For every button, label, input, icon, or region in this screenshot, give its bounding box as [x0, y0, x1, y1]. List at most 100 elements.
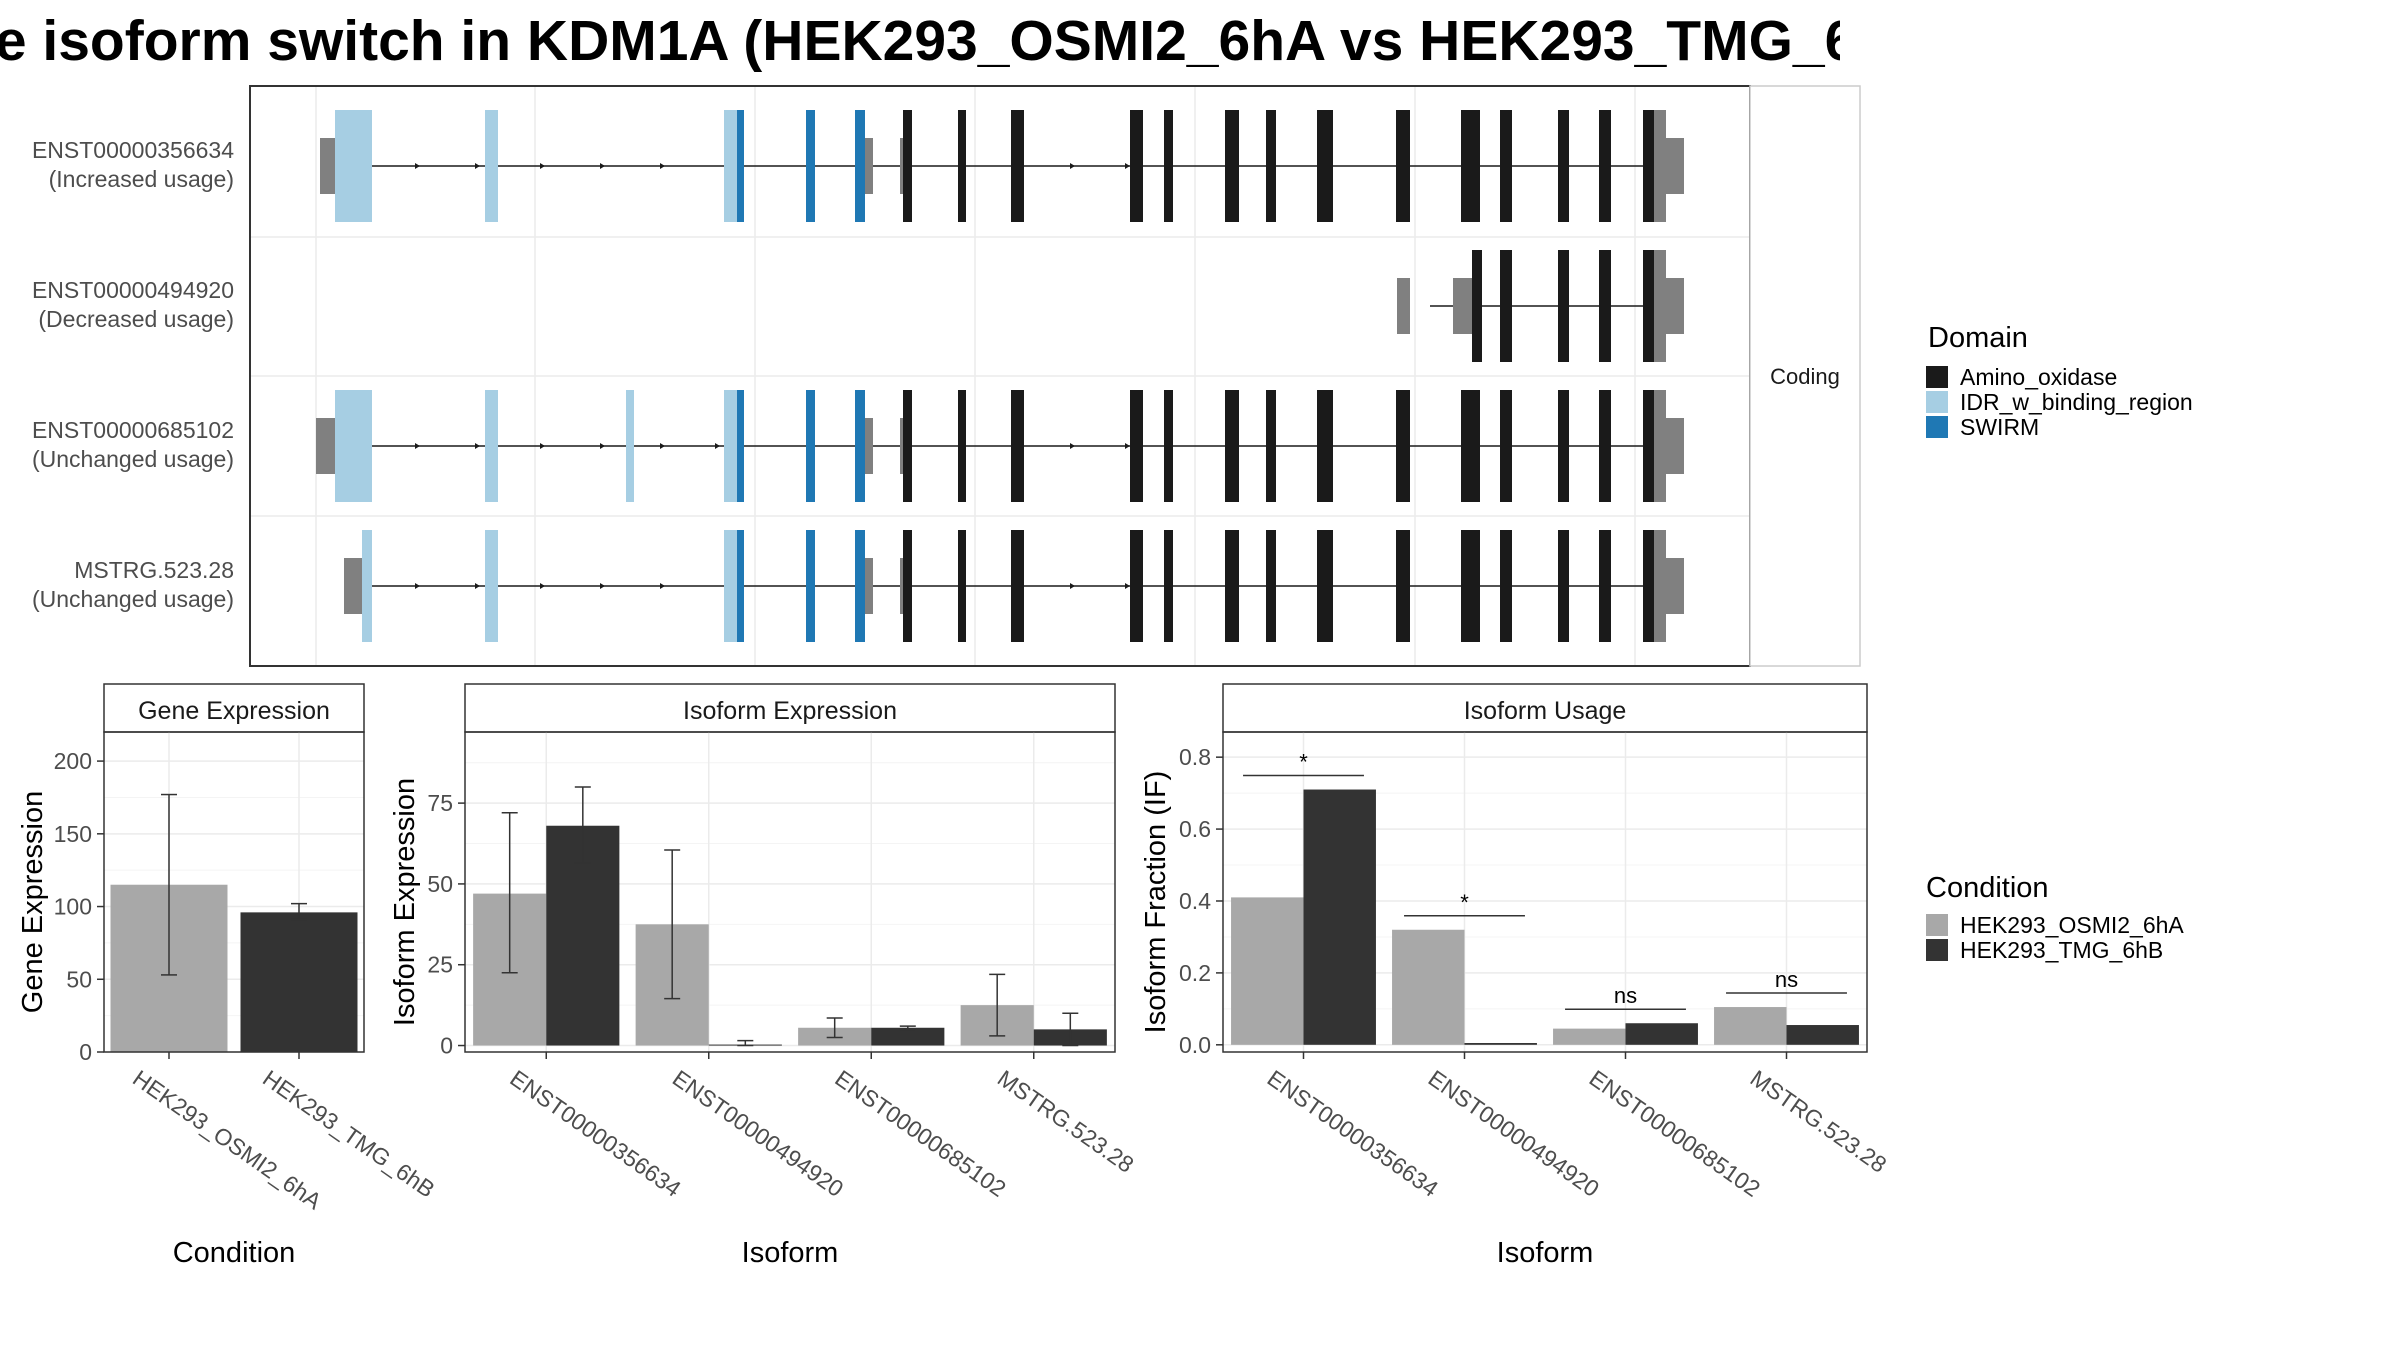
- panel-title: Isoform Expression: [683, 697, 897, 725]
- transcript-id: ENST00000494920: [32, 277, 234, 303]
- utr-block: [344, 558, 362, 614]
- utr-block: [900, 138, 903, 194]
- utr-block: [1666, 138, 1684, 194]
- exon-amino-oxidase: [1317, 530, 1333, 642]
- direction-arrow: [660, 443, 665, 449]
- exon-amino-oxidase: [1500, 250, 1512, 362]
- transcript-id: ENST00000685102: [32, 417, 234, 443]
- exon-idr_w_binding_region: [362, 530, 372, 642]
- exon-amino-oxidase: [1500, 390, 1512, 502]
- exon-amino-oxidase: [1461, 530, 1480, 642]
- direction-arrow: [600, 583, 605, 589]
- direction-arrow: [415, 583, 420, 589]
- y-axis-label: Isoform Expression: [389, 778, 421, 1026]
- utr-block: [865, 138, 873, 194]
- exon-idr_w_binding_region: [724, 530, 737, 642]
- x-tick-label: ENST00000356634: [505, 1065, 686, 1202]
- direction-arrow: [715, 443, 720, 449]
- exon-amino-oxidase: [1317, 390, 1333, 502]
- y-tick-label: 0.2: [1179, 960, 1211, 986]
- x-axis-label: Condition: [173, 1237, 296, 1269]
- exon-amino_oxidase: [1472, 250, 1478, 362]
- structure-rows: [316, 110, 1684, 642]
- utr-block: [1666, 558, 1684, 614]
- exon-amino-oxidase: [1396, 530, 1410, 642]
- direction-arrow: [600, 163, 605, 169]
- transcript-usage: (Unchanged usage): [32, 446, 234, 472]
- exon-amino-oxidase: [958, 390, 966, 502]
- exon-swirm: [855, 530, 865, 642]
- exon-amino-oxidase: [1558, 110, 1569, 222]
- exon-amino-oxidase: [1011, 110, 1024, 222]
- y-axis-label: Gene Expression: [17, 791, 49, 1013]
- x-axis-label: Isoform: [1497, 1237, 1594, 1269]
- exon-swirm: [737, 530, 744, 642]
- exon-amino-oxidase: [1599, 530, 1611, 642]
- exon-swirm: [855, 390, 865, 502]
- transcript-usage: (Decreased usage): [38, 306, 234, 332]
- exon-amino-oxidase: [1500, 110, 1512, 222]
- exon-amino-oxidase: [1164, 530, 1173, 642]
- exon-amino-oxidase: [903, 530, 912, 642]
- transcript-id: ENST00000356634: [32, 137, 234, 163]
- bar: [1714, 1007, 1787, 1045]
- exon-amino-oxidase: [1164, 110, 1173, 222]
- bar: [1786, 1025, 1859, 1045]
- legend-label: HEK293_OSMI2_6hA: [1960, 912, 2184, 938]
- utr-block: [900, 418, 903, 474]
- utr-block: [865, 418, 873, 474]
- exon-amino-oxidase: [1558, 250, 1569, 362]
- exon-amino-oxidase: [1396, 110, 1410, 222]
- exon-amino-oxidase: [958, 110, 966, 222]
- exon-idr_w_binding_region: [485, 390, 498, 502]
- exon-amino-oxidase: [903, 390, 912, 502]
- exon-amino-oxidase: [958, 530, 966, 642]
- x-tick-label: MSTRG.523.28: [1746, 1065, 1892, 1178]
- legend-key-amino_oxidase: [1926, 366, 1948, 388]
- x-tick-label: MSTRG.523.28: [993, 1065, 1139, 1178]
- significance-label: ns: [1614, 983, 1637, 1008]
- isoform-structure-panel: Coding ENST00000356634(Increased usage)E…: [32, 85, 1861, 667]
- direction-arrow: [540, 163, 545, 169]
- utr-block: [1654, 250, 1666, 362]
- transcript-row: [320, 110, 1684, 222]
- direction-arrow: [1125, 163, 1130, 169]
- gene-expression-panel: Gene Expression050100150200HEK293_OSMI2_…: [17, 683, 440, 1269]
- legend-label: HEK293_TMG_6hB: [1960, 937, 2163, 963]
- bar: [1231, 897, 1304, 1045]
- isoform-expression-panel: Isoform Expression 0 25 50 75 ENST00000356634…: [389, 683, 1139, 1269]
- transcript-row: [344, 530, 1684, 642]
- direction-arrow: [475, 443, 480, 449]
- y-tick-label: 0: [440, 1033, 453, 1059]
- direction-arrow: [415, 443, 420, 449]
- utr-block: [1397, 278, 1410, 334]
- legend-key-condition: [1926, 939, 1948, 961]
- exon-amino-oxidase: [1500, 530, 1512, 642]
- y-tick-label: 50: [427, 871, 453, 897]
- direction-arrow: [475, 583, 480, 589]
- exon-amino-oxidase: [1643, 250, 1654, 362]
- exon-swirm: [806, 110, 815, 222]
- exon-amino-oxidase: [1130, 110, 1143, 222]
- exon-amino-oxidase: [1643, 390, 1654, 502]
- y-tick-label: 100: [54, 894, 92, 920]
- exon-amino-oxidase: [1317, 110, 1333, 222]
- exon-idr_w_binding_region: [485, 530, 498, 642]
- exon-amino-oxidase: [1164, 390, 1173, 502]
- x-tick-label: ENST00000685102: [1585, 1065, 1765, 1202]
- y-tick-label: 0.4: [1179, 888, 1211, 914]
- legend-label: IDR_w_binding_region: [1960, 389, 2193, 415]
- significance-label: *: [1299, 750, 1308, 775]
- exon-amino-oxidase: [1130, 390, 1143, 502]
- panel-strip: [464, 683, 1116, 733]
- x-tick-label: ENST00000494920: [1424, 1065, 1604, 1202]
- exon-amino-oxidase: [1225, 530, 1239, 642]
- direction-arrow: [1125, 443, 1130, 449]
- utr-block: [900, 558, 903, 614]
- y-tick-label: 0.6: [1179, 816, 1211, 842]
- utr-block: [1654, 390, 1666, 502]
- exon-amino-oxidase: [1461, 390, 1480, 502]
- transcript-row: [1397, 250, 1684, 362]
- legend-key-idr_w_binding_region: [1926, 391, 1948, 413]
